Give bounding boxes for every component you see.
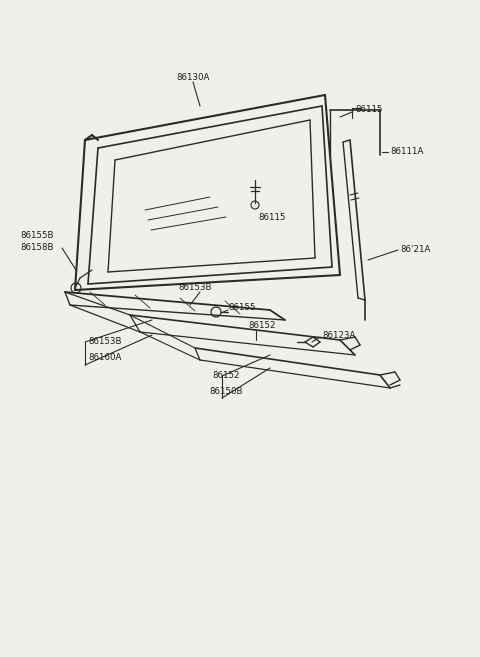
Text: 86130A: 86130A: [176, 73, 210, 82]
Text: 86115: 86115: [258, 213, 286, 222]
Text: 86160A: 86160A: [88, 353, 121, 362]
Text: 86158B: 86158B: [20, 243, 53, 252]
Text: 86123A: 86123A: [322, 332, 355, 340]
Text: 86150B: 86150B: [209, 387, 243, 396]
Text: 86115: 86115: [355, 106, 383, 114]
Text: 86155: 86155: [228, 304, 255, 313]
Text: 86153B: 86153B: [178, 283, 212, 292]
Text: 86'21A: 86'21A: [400, 246, 431, 254]
Text: 86155B: 86155B: [20, 231, 53, 240]
Text: 86152: 86152: [212, 371, 240, 380]
Text: 86111A: 86111A: [390, 148, 423, 156]
Text: 86153B: 86153B: [88, 337, 121, 346]
Text: 86152: 86152: [248, 321, 276, 330]
